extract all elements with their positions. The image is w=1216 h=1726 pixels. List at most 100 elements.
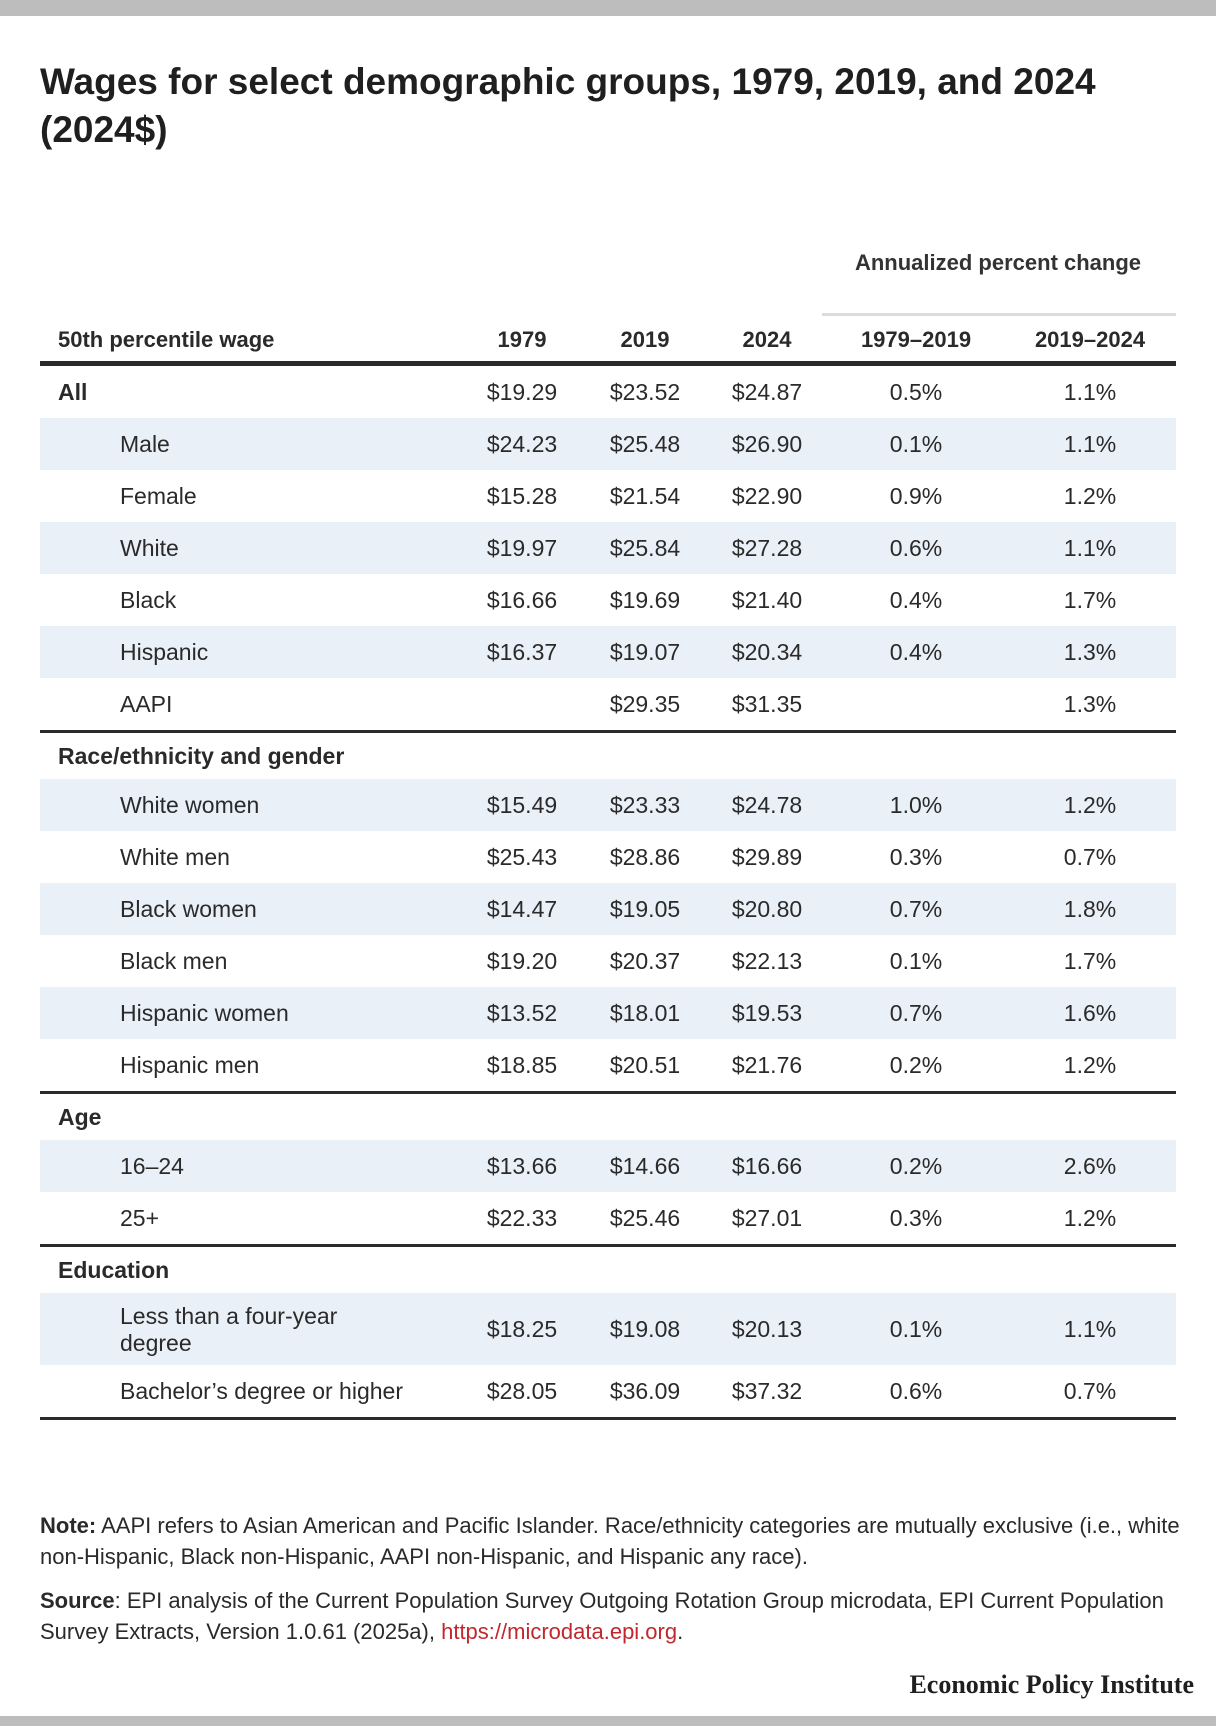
cell-2019: $19.07: [609, 639, 681, 665]
table-row: Black men $19.20 $20.37 $22.13 0.1% 1.7%: [40, 935, 1176, 987]
section-label: Race/ethnicity and gender: [58, 743, 345, 769]
cell-change-1979-2019: 0.5%: [889, 379, 943, 405]
cell-1979: $24.23: [486, 431, 558, 457]
cell-2019: $19.69: [609, 587, 681, 613]
cell-1979: $18.25: [486, 1316, 558, 1342]
top-frame-bar: [0, 0, 1216, 16]
cell-2019: $25.48: [609, 431, 681, 457]
wages-table: Annualized percent change 50th percentil…: [40, 245, 1176, 1420]
cell-change-2019-2024: 1.3%: [1063, 691, 1117, 717]
cell-change-2019-2024: 1.1%: [1063, 431, 1117, 457]
cell-2024: $31.35: [731, 691, 803, 717]
cell-1979: $14.47: [486, 896, 558, 922]
epi-brand-logo: Economic Policy Institute: [909, 1670, 1194, 1699]
cell-1979: $19.97: [486, 535, 558, 561]
table-row: Hispanic women $13.52 $18.01 $19.53 0.7%…: [40, 987, 1176, 1039]
bottom-frame-bar: [0, 1716, 1216, 1726]
table-row: White $19.97 $25.84 $27.28 0.6% 1.1%: [40, 522, 1176, 574]
group-header-rule: [822, 313, 1176, 316]
cell-2024: $20.80: [731, 896, 803, 922]
cell-change-1979-2019: 0.4%: [889, 639, 943, 665]
table-row: Male $24.23 $25.48 $26.90 0.1% 1.1%: [40, 418, 1176, 470]
note-label: Note:: [40, 1513, 97, 1538]
column-header-2024: 2024: [742, 327, 792, 352]
cell-2019: $25.46: [609, 1205, 681, 1231]
table-row: Female $15.28 $21.54 $22.90 0.9% 1.2%: [40, 470, 1176, 522]
cell-change-2019-2024: 0.7%: [1063, 1378, 1117, 1404]
cell-change-1979-2019: 0.1%: [889, 431, 943, 457]
group-header-label: Annualized percent change: [854, 250, 1142, 275]
row-label: White women: [120, 792, 260, 818]
cell-change-1979-2019: 1.0%: [889, 792, 943, 818]
note-paragraph: Note: AAPI refers to Asian American and …: [40, 1510, 1180, 1572]
row-label: Female: [120, 483, 197, 509]
source-text: : EPI analysis of the Current Population…: [40, 1588, 1164, 1644]
row-label: Black: [120, 587, 177, 613]
cell-2024: $21.40: [731, 587, 803, 613]
cell-2019: $25.84: [609, 535, 681, 561]
cell-2019: $29.35: [609, 691, 681, 717]
cell-1979: $13.52: [486, 1000, 558, 1026]
cell-1979: $28.05: [486, 1378, 558, 1404]
cell-2024: $20.13: [731, 1316, 803, 1342]
table-row: 25+ $22.33 $25.46 $27.01 0.3% 1.2%: [40, 1192, 1176, 1247]
table-row: Hispanic $16.37 $19.07 $20.34 0.4% 1.3%: [40, 626, 1176, 678]
group-header: Annualized percent change: [40, 245, 1176, 316]
table-row: Hispanic men $18.85 $20.51 $21.76 0.2% 1…: [40, 1039, 1176, 1094]
row-label: 16–24: [120, 1153, 184, 1179]
notes: Note: AAPI refers to Asian American and …: [40, 1510, 1180, 1660]
cell-1979: $16.66: [486, 587, 558, 613]
cell-1979: $19.20: [486, 948, 558, 974]
cell-2024: $24.78: [731, 792, 803, 818]
cell-change-1979-2019: 0.1%: [889, 1316, 943, 1342]
cell-1979: $13.66: [486, 1153, 558, 1179]
cell-2019: $36.09: [609, 1378, 681, 1404]
cell-2024: $21.76: [731, 1052, 803, 1078]
cell-change-1979-2019: 0.2%: [889, 1153, 943, 1179]
cell-change-2019-2024: 1.2%: [1063, 792, 1117, 818]
cell-2024: $29.89: [731, 844, 803, 870]
cell-1979: $18.85: [486, 1052, 558, 1078]
cell-change-2019-2024: 1.2%: [1063, 483, 1117, 509]
cell-change-1979-2019: 0.9%: [889, 483, 943, 509]
cell-1979: $15.28: [486, 483, 558, 509]
table-row: Black $16.66 $19.69 $21.40 0.4% 1.7%: [40, 574, 1176, 626]
cell-2019: $23.52: [609, 379, 681, 405]
column-header-change-2019-2024: 2019–2024: [1034, 327, 1146, 352]
cell-2019: $20.51: [609, 1052, 681, 1078]
row-label: Male: [120, 431, 170, 457]
cell-change-1979-2019: 0.7%: [889, 1000, 943, 1026]
cell-2019: $14.66: [609, 1153, 681, 1179]
row-label: Black men: [120, 948, 228, 974]
section-header-row: Education: [40, 1247, 1176, 1293]
cell-change-1979-2019: 0.3%: [889, 1205, 943, 1231]
cell-change-2019-2024: 1.6%: [1063, 1000, 1117, 1026]
cell-1979: $16.37: [486, 639, 558, 665]
row-label: Bachelor’s degree or higher: [120, 1378, 403, 1404]
cell-change-1979-2019: 0.3%: [889, 844, 943, 870]
row-label: White men: [120, 844, 230, 870]
column-header-label: 50th percentile wage: [58, 327, 275, 352]
source-link[interactable]: https://microdata.epi.org: [441, 1619, 678, 1644]
row-label: Hispanic men: [120, 1052, 260, 1078]
table-row: Less than a four-year degree $18.25 $19.…: [40, 1293, 1176, 1365]
source-end: .: [677, 1619, 684, 1644]
cell-change-1979-2019: 0.2%: [889, 1052, 943, 1078]
cell-2024: $26.90: [731, 431, 803, 457]
cell-1979: $15.49: [486, 792, 558, 818]
cell-change-2019-2024: 1.2%: [1063, 1205, 1117, 1231]
cell-2024: $22.13: [731, 948, 803, 974]
cell-2019: $23.33: [609, 792, 681, 818]
row-label: Black women: [120, 896, 257, 922]
cell-change-2019-2024: 1.7%: [1063, 948, 1117, 974]
cell-2024: $19.53: [731, 1000, 803, 1026]
row-label: AAPI: [120, 691, 173, 717]
cell-2024: $24.87: [731, 379, 803, 405]
table-row: 16–24 $13.66 $14.66 $16.66 0.2% 2.6%: [40, 1140, 1176, 1192]
cell-2024: $16.66: [731, 1153, 803, 1179]
section-label: Education: [58, 1257, 170, 1283]
cell-2019: $28.86: [609, 844, 681, 870]
cell-change-2019-2024: 1.8%: [1063, 896, 1117, 922]
section-label: Age: [58, 1104, 102, 1130]
cell-2024: $27.01: [731, 1205, 803, 1231]
